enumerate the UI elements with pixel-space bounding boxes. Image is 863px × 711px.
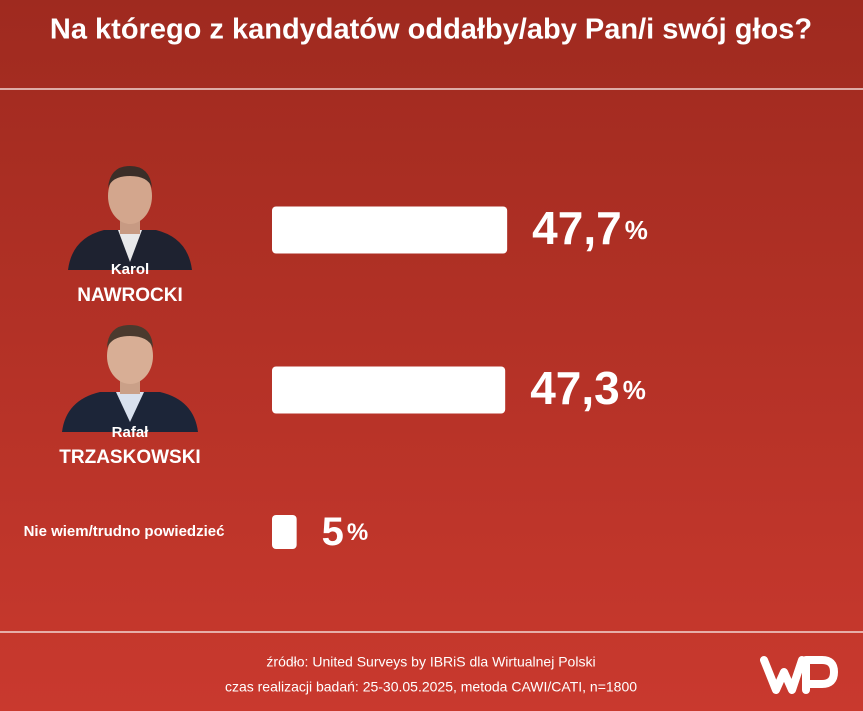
source: źródło: United Surveys by IBRiS dla Wirt… [266,654,595,670]
portrait [62,325,198,432]
category-label: NAWROCKI [77,285,183,306]
bar [272,366,506,414]
value-label: 47,3% [530,362,646,414]
bar [272,206,508,254]
portrait [68,166,192,270]
bar [272,515,297,549]
category-label: Karol [111,261,149,278]
logo [760,656,838,694]
note: czas realizacji badań: 25-30.05.2025, me… [225,679,637,695]
value-label: 5% [322,510,369,554]
category-label: Rafał [112,424,150,441]
category-label: TRZASKOWSKI [59,447,200,468]
value-label: 47,7% [532,202,648,254]
category-label: Nie wiem/trudno powiedzieć [24,523,225,540]
chart-title: Na którego z kandydatów oddałby/aby Pan/… [50,14,812,46]
